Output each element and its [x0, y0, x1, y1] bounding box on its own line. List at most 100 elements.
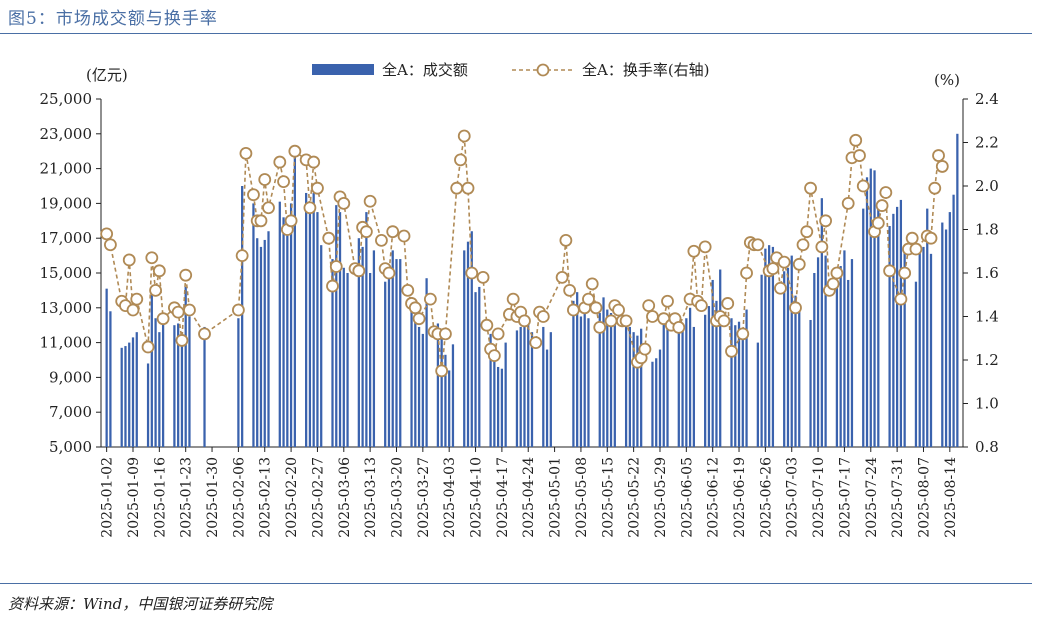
turnover-point: [672, 320, 686, 334]
turnover-point: [856, 179, 870, 193]
volume-bar: [798, 304, 801, 447]
turnover-point: [619, 314, 633, 328]
volume-bar: [899, 199, 903, 447]
turnover-point: [563, 283, 577, 297]
turnover-point: [412, 312, 426, 326]
volume-bar: [128, 342, 131, 447]
volume-bar: [425, 278, 428, 447]
turnover-point: [883, 264, 896, 278]
volume-bar: [331, 259, 334, 447]
volume-bar: [259, 246, 263, 447]
left-axis-tick-label: 23,000: [40, 125, 93, 143]
volume-bar: [794, 295, 797, 447]
volume-bar: [399, 259, 402, 447]
line-series: [100, 129, 949, 378]
volume-bar: [346, 273, 349, 447]
volume-bar: [892, 213, 895, 447]
volume-bar: [504, 342, 507, 447]
volume-bar: [877, 205, 880, 447]
volume-bar: [628, 326, 631, 447]
x-axis-tick-label: 2025-08-07: [916, 457, 932, 538]
turnover-point: [924, 231, 938, 245]
volume-bar: [131, 337, 135, 447]
turnover-point: [518, 314, 531, 328]
volume-bar: [813, 273, 816, 447]
turnover-point: [122, 253, 136, 267]
turnover-point: [183, 303, 196, 317]
turnover-point: [258, 173, 272, 186]
bar-series: [105, 133, 959, 448]
volume-bar: [256, 238, 259, 447]
x-axis-tick-label: 2025-07-24: [864, 457, 880, 538]
x-axis-tick-label: 2025-05-22: [627, 457, 643, 538]
turnover-point: [450, 181, 464, 195]
turnover-point: [262, 201, 275, 215]
turnover-point: [935, 160, 949, 173]
volume-bar: [549, 332, 552, 447]
volume-bar: [681, 326, 684, 447]
volume-bar: [636, 335, 639, 447]
volume-bar: [835, 279, 839, 447]
right-axis-tick-label: 2.4: [975, 90, 999, 108]
volume-bar: [952, 194, 955, 447]
volume-bar: [602, 297, 605, 447]
turnover-point: [408, 301, 422, 315]
volume-bar: [572, 300, 575, 447]
left-axis-unit: (亿元): [86, 66, 128, 84]
volume-bar: [146, 363, 150, 447]
x-axis-tick-label: 2025-03-06: [337, 457, 353, 538]
source-rule: [0, 583, 1032, 584]
volume-bar: [809, 319, 812, 447]
volume-bar: [308, 206, 312, 447]
turnover-point: [853, 149, 866, 162]
volume-bar: [252, 203, 255, 447]
volume-bar: [741, 333, 744, 447]
volume-bar: [338, 212, 342, 447]
volume-bar: [704, 314, 707, 447]
turnover-point: [612, 303, 625, 317]
x-axis-tick-label: 2025-02-06: [231, 457, 247, 538]
turnover-point: [457, 129, 471, 143]
turnover-point: [792, 257, 806, 271]
volume-bar: [237, 318, 240, 447]
volume-bar: [944, 229, 948, 447]
volume-bar: [632, 332, 635, 447]
volume-bar: [436, 323, 440, 447]
left-axis-tick-label: 15,000: [40, 264, 93, 282]
volume-bar: [903, 250, 906, 447]
turnover-point: [841, 196, 855, 210]
right-axis-tick-label: 1.4: [975, 308, 999, 326]
turnover-point: [736, 327, 750, 341]
volume-bar: [624, 326, 628, 447]
volume-bar: [764, 248, 767, 447]
volume-bar: [391, 250, 394, 447]
turnover-point: [766, 262, 780, 276]
turnover-point: [145, 251, 159, 265]
left-axis-tick-label: 13,000: [40, 299, 93, 317]
volume-bar: [109, 311, 112, 447]
volume-bar: [387, 273, 391, 447]
turnover-point: [506, 292, 520, 306]
volume-bar: [124, 346, 127, 447]
x-axis-tick-label: 2025-06-05: [679, 457, 695, 538]
x-axis-tick-label: 2025-01-23: [179, 457, 195, 538]
turnover-point: [725, 344, 738, 358]
volume-bar: [820, 198, 823, 447]
volume-bar: [530, 332, 534, 447]
legend-label-volume: 全A：成交额: [382, 61, 468, 79]
volume-bar: [843, 250, 846, 447]
volume-bar: [865, 177, 869, 448]
turnover-point: [687, 244, 701, 258]
volume-bar: [519, 326, 522, 447]
turnover-point: [555, 270, 569, 284]
volume-bar: [188, 316, 191, 447]
turnover-point: [567, 303, 580, 317]
turnover-point: [288, 144, 302, 158]
left-axis-tick-label: 5,000: [49, 438, 92, 456]
turnover-point: [254, 214, 268, 228]
volume-bar: [850, 259, 854, 447]
volume-bar: [282, 217, 285, 447]
volume-bar: [587, 318, 590, 447]
turnover-point: [156, 312, 170, 326]
turnover-point: [423, 292, 437, 306]
